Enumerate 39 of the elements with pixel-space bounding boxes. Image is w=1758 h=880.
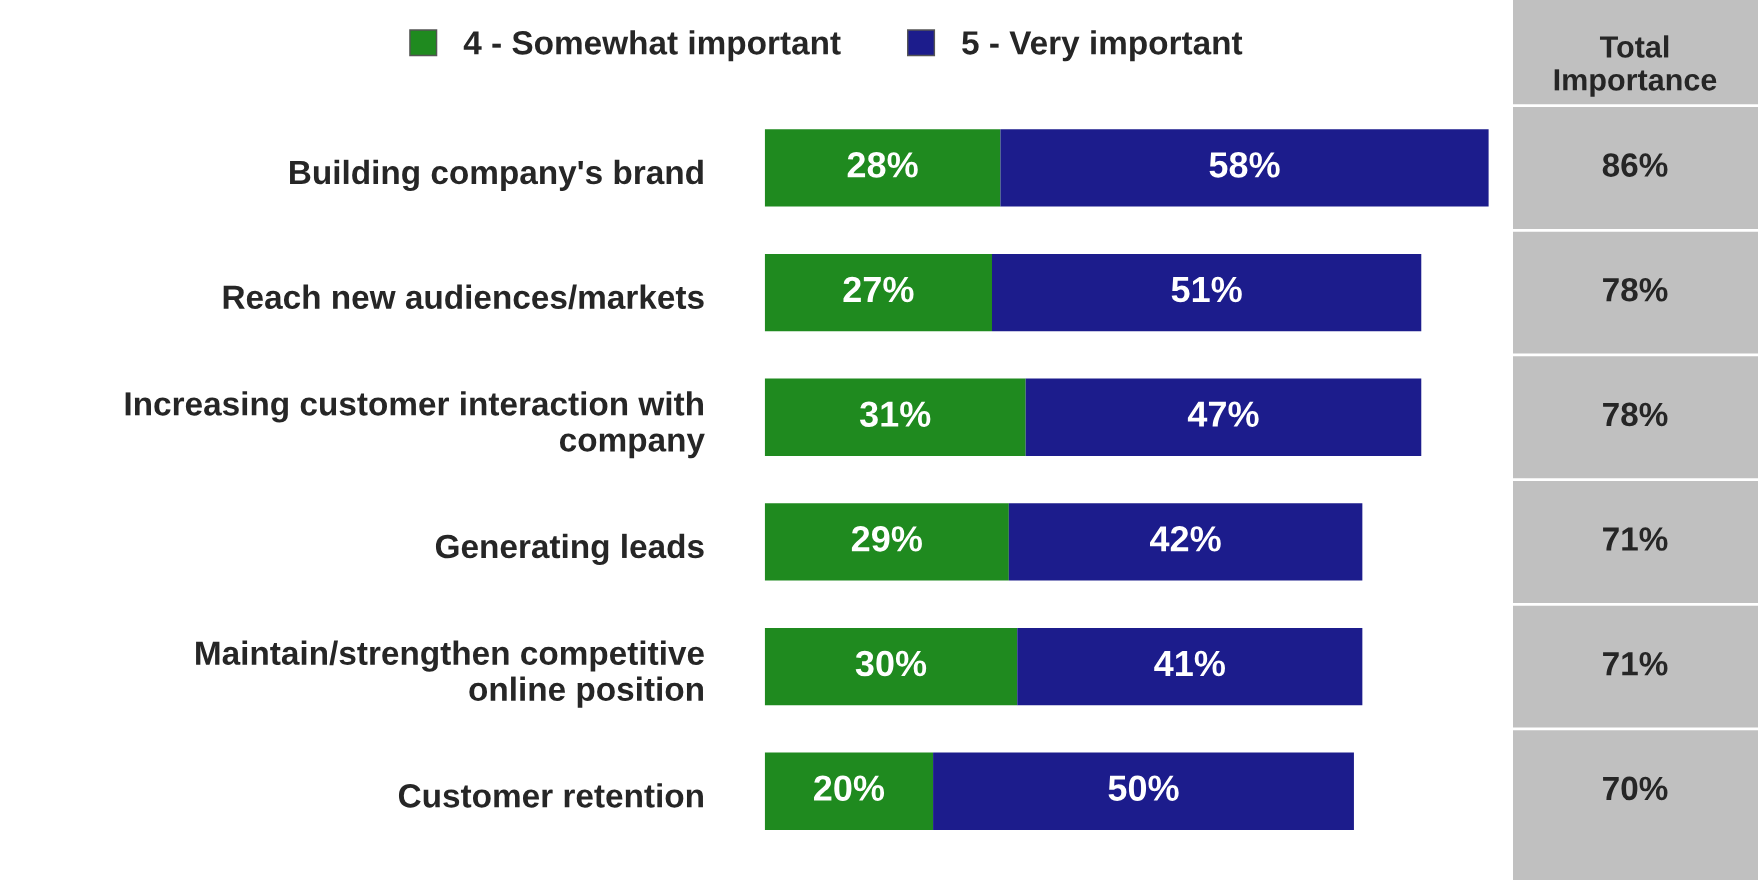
- y-tick-label: Building company's brand: [290, 159, 703, 192]
- data-label: 50%: [1108, 775, 1179, 801]
- data-label: 41%: [1154, 650, 1225, 677]
- y-tick-label: Reach new audiences/markets: [223, 284, 704, 310]
- data-label: 58%: [1209, 152, 1280, 178]
- data-label: 51%: [1171, 276, 1242, 303]
- bar: [764, 129, 1001, 207]
- bar: [764, 627, 1018, 706]
- bar: [764, 253, 992, 332]
- text: 78%: [1603, 402, 1668, 427]
- legend-label: 4 - Somewhat important: [463, 30, 841, 62]
- y-tick-label: Increasing customer interaction with company: [125, 391, 705, 459]
- data-label: 28%: [847, 152, 918, 178]
- data-label: 29%: [851, 526, 922, 552]
- data-label: 27%: [843, 276, 914, 303]
- bar: [1017, 627, 1363, 706]
- y-tick-label: Maintain/strengthen competitive online position: [196, 640, 704, 708]
- data-label: 20%: [814, 775, 885, 801]
- text: 71%: [1603, 652, 1668, 676]
- bar: [933, 752, 1354, 830]
- y-tick-label: Customer retention: [398, 783, 703, 808]
- data-label: 31%: [859, 401, 931, 428]
- bar: [764, 378, 1026, 456]
- text: Total Importance: [1554, 35, 1717, 97]
- data-label: 47%: [1187, 401, 1259, 427]
- bar: [764, 752, 934, 830]
- bar: [1025, 378, 1422, 456]
- text: 70%: [1603, 776, 1668, 801]
- bar: [764, 503, 1009, 581]
- text: 71%: [1603, 527, 1668, 551]
- bar: [992, 253, 1422, 332]
- bar: [1008, 503, 1363, 581]
- legend-label: 5 - Very important: [962, 30, 1243, 62]
- bar: [1000, 129, 1489, 207]
- text: 86%: [1602, 153, 1668, 177]
- text: 78%: [1603, 277, 1668, 302]
- data-label: 30%: [855, 650, 927, 677]
- data-label: 42%: [1150, 526, 1221, 552]
- y-tick-label: Generating leads: [435, 533, 704, 566]
